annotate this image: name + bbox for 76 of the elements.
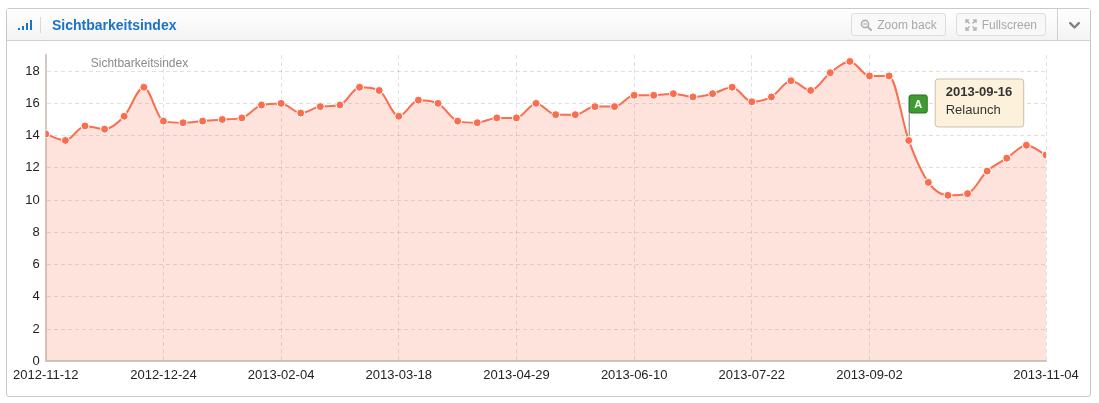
point (276, 98, 286, 108)
point (472, 118, 482, 128)
point (119, 111, 129, 121)
point (413, 95, 423, 105)
point (60, 135, 70, 145)
point (492, 113, 502, 123)
point (158, 116, 168, 126)
point (766, 92, 776, 102)
point (963, 189, 973, 199)
y-tick-label: 14 (25, 127, 40, 143)
point (688, 92, 698, 102)
point (198, 116, 208, 126)
point (943, 190, 953, 200)
text: Fullscreen (981, 17, 1037, 32)
point (806, 85, 816, 95)
y-tick-label: 6 (32, 256, 40, 272)
point (531, 98, 541, 108)
y-tick-label: 2 (32, 320, 40, 336)
annotation: A (914, 97, 923, 110)
point (394, 111, 404, 121)
point (786, 76, 796, 86)
point (80, 121, 90, 131)
x-tick-label: 2013-09-02 (836, 366, 903, 382)
annotation: Relaunch (945, 101, 1001, 117)
point (139, 82, 149, 92)
x-tick-label: 2013-04-29 (483, 366, 550, 382)
point (845, 56, 855, 66)
chart-title: Sichtbarkeitsindex (52, 17, 177, 33)
x-tick-label: 2013-03-18 (365, 366, 433, 382)
point (570, 110, 580, 120)
x-tick-label: 2012-12-24 (130, 366, 197, 382)
point (629, 90, 639, 100)
y-tick-label: 4 (32, 288, 40, 304)
y-tick-label: 12 (25, 159, 40, 175)
point (708, 89, 718, 99)
point (825, 68, 835, 78)
y-tick-label: 18 (25, 62, 40, 78)
point (668, 89, 678, 99)
x-tick-label: 2013-07-22 (718, 366, 786, 382)
x-tick-label: 2013-02-04 (247, 366, 315, 382)
x-tick-label: 2013-06-10 (600, 366, 668, 382)
point (217, 115, 227, 125)
point (296, 108, 306, 118)
point (904, 135, 914, 145)
point (355, 82, 365, 92)
point (100, 124, 110, 134)
x-tick-label: 2013-11-04 (1013, 366, 1079, 382)
point (551, 110, 561, 120)
annotation: 2013-09-16 (945, 83, 1013, 99)
point (433, 98, 443, 108)
chart-subtitle: Sichtbarkeitsindex (90, 56, 189, 71)
point (453, 116, 463, 126)
point (335, 100, 345, 110)
point (610, 102, 620, 112)
point (1002, 153, 1012, 163)
point (374, 85, 384, 95)
point (923, 177, 933, 187)
x-tick-label: 2012-11-12 (12, 366, 79, 382)
point (178, 118, 188, 128)
point (649, 90, 659, 100)
point (864, 71, 874, 81)
point (315, 102, 325, 112)
point (237, 113, 247, 123)
point (727, 82, 737, 92)
point (884, 71, 894, 81)
y-tick-label: 10 (25, 191, 40, 207)
point (1021, 140, 1031, 150)
y-tick-label: 8 (32, 223, 40, 239)
point (982, 166, 992, 176)
point (590, 102, 600, 112)
y-tick-label: 16 (25, 94, 40, 110)
point (257, 100, 266, 110)
point (747, 97, 757, 107)
y-tick-label: 0 (32, 352, 40, 368)
text: Zoom back (877, 17, 937, 32)
point (511, 113, 521, 123)
